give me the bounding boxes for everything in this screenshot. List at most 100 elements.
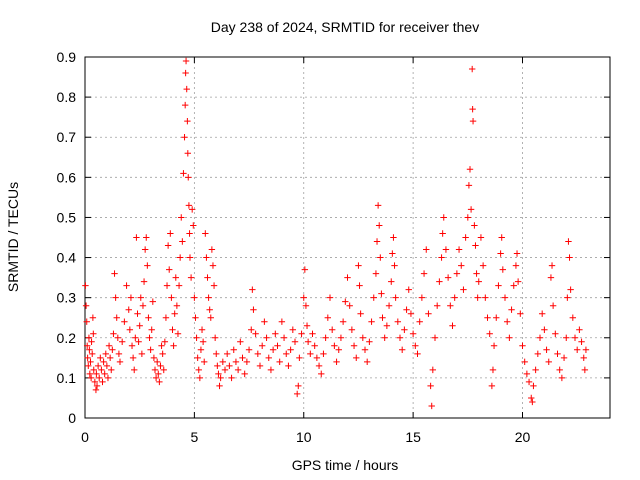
y-axis-label: SRMTID / TECUs xyxy=(5,182,21,292)
data-point xyxy=(293,390,301,398)
data-point xyxy=(135,338,142,345)
data-point xyxy=(401,326,408,333)
data-point xyxy=(138,350,146,358)
data-point xyxy=(188,206,196,213)
data-point xyxy=(98,366,105,374)
data-point xyxy=(267,366,275,374)
x-tick-label: 15 xyxy=(405,429,421,445)
data-point xyxy=(110,330,117,337)
data-point xyxy=(192,314,199,321)
data-point xyxy=(97,354,104,362)
data-point xyxy=(475,278,482,285)
data-point xyxy=(186,230,193,237)
data-point xyxy=(180,170,187,177)
data-point xyxy=(153,358,161,366)
data-point xyxy=(368,318,375,325)
data-point xyxy=(409,330,417,337)
data-point xyxy=(202,230,209,237)
data-point xyxy=(436,278,443,285)
data-point xyxy=(460,286,467,293)
data-point xyxy=(167,230,174,237)
data-point xyxy=(228,374,235,382)
data-point xyxy=(285,362,292,370)
y-tick-label: 0 xyxy=(68,410,76,426)
data-point xyxy=(449,322,456,329)
data-point xyxy=(109,346,116,354)
y-tick-label: 0.8 xyxy=(57,89,77,105)
data-point xyxy=(102,350,109,358)
data-point xyxy=(92,386,100,394)
data-point xyxy=(576,326,583,333)
data-point xyxy=(376,222,383,229)
data-point xyxy=(252,330,259,337)
data-point xyxy=(276,358,283,366)
data-point xyxy=(196,374,204,382)
data-point xyxy=(265,354,272,362)
data-point xyxy=(140,278,148,285)
data-point xyxy=(162,314,170,321)
data-point xyxy=(335,346,342,354)
y-tick-label: 0.6 xyxy=(57,169,77,185)
data-point xyxy=(164,242,172,249)
data-point xyxy=(489,366,497,374)
data-point xyxy=(105,342,113,349)
data-point xyxy=(532,366,539,374)
data-point xyxy=(174,330,182,337)
data-point xyxy=(346,302,353,309)
data-point xyxy=(339,318,347,325)
data-point xyxy=(158,342,165,349)
data-point xyxy=(355,262,362,269)
data-point xyxy=(580,354,587,362)
data-point xyxy=(389,250,396,257)
data-point xyxy=(131,366,138,374)
data-point xyxy=(420,270,428,277)
data-point xyxy=(147,346,154,354)
data-point xyxy=(326,294,334,301)
data-point xyxy=(183,85,190,93)
y-tick-label: 0.4 xyxy=(57,250,77,266)
data-point xyxy=(157,362,164,370)
data-point xyxy=(195,366,202,374)
data-point xyxy=(361,346,369,354)
data-point xyxy=(203,254,210,261)
data-point xyxy=(468,65,476,73)
data-point xyxy=(519,342,526,349)
data-point xyxy=(283,350,290,358)
data-point xyxy=(145,314,152,321)
data-point xyxy=(221,366,229,374)
data-point xyxy=(342,298,349,305)
data-point xyxy=(541,326,548,333)
data-point xyxy=(144,262,151,269)
data-point xyxy=(82,282,89,289)
data-point xyxy=(146,334,153,341)
data-point xyxy=(176,254,184,261)
data-point xyxy=(82,302,90,309)
data-point xyxy=(465,182,473,189)
data-point xyxy=(248,326,255,333)
data-point xyxy=(394,318,402,325)
data-point xyxy=(215,370,222,378)
data-point xyxy=(558,374,566,382)
data-point xyxy=(403,306,410,313)
data-point xyxy=(513,250,521,257)
chart-title: Day 238 of 2024, SRMTID for receiver the… xyxy=(211,19,479,35)
data-point xyxy=(359,334,367,341)
data-point xyxy=(474,294,481,301)
data-point xyxy=(438,254,445,261)
data-point xyxy=(118,338,126,345)
y-tick-label: 0.2 xyxy=(57,330,77,346)
data-point xyxy=(547,274,555,281)
data-point xyxy=(442,246,450,253)
data-point xyxy=(128,342,136,349)
data-point xyxy=(543,346,550,354)
data-point xyxy=(163,282,171,289)
data-point xyxy=(193,334,200,341)
data-point xyxy=(132,334,139,341)
data-point xyxy=(160,366,167,374)
data-point xyxy=(126,326,134,333)
data-point xyxy=(560,354,568,362)
data-point xyxy=(320,350,327,358)
data-point xyxy=(552,330,559,337)
data-point xyxy=(582,346,590,354)
data-point xyxy=(112,294,119,301)
